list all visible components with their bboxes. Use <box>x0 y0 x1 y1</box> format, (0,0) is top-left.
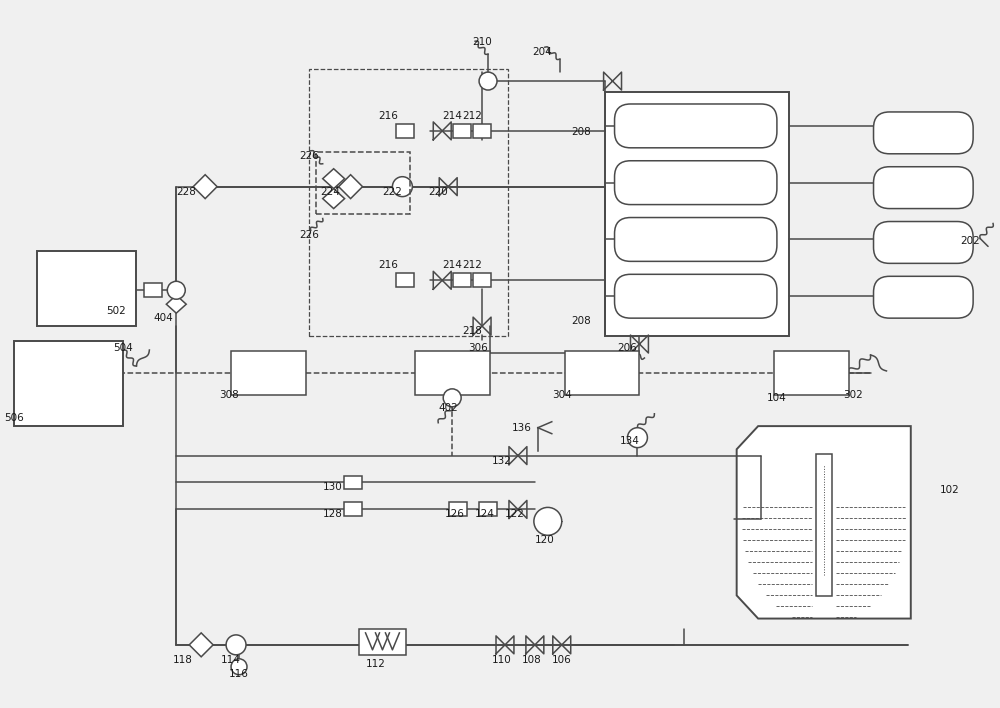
Bar <box>144 283 162 297</box>
Bar <box>415 351 490 395</box>
Polygon shape <box>323 188 345 209</box>
Text: 206: 206 <box>618 343 637 353</box>
FancyBboxPatch shape <box>874 112 973 154</box>
FancyBboxPatch shape <box>615 104 777 148</box>
Bar <box>344 503 362 516</box>
Bar <box>774 351 849 395</box>
Text: 128: 128 <box>323 509 343 520</box>
Text: 214: 214 <box>442 111 462 121</box>
Bar <box>359 629 406 655</box>
Polygon shape <box>323 169 345 188</box>
FancyBboxPatch shape <box>615 274 777 318</box>
FancyBboxPatch shape <box>615 217 777 261</box>
Text: 106: 106 <box>552 655 572 665</box>
Bar <box>473 273 491 287</box>
Text: 118: 118 <box>173 655 193 665</box>
Bar <box>453 124 471 138</box>
Bar <box>565 351 639 395</box>
FancyBboxPatch shape <box>615 161 777 205</box>
Text: 304: 304 <box>552 390 572 400</box>
Text: 114: 114 <box>221 655 241 665</box>
Text: 222: 222 <box>382 187 402 197</box>
Text: 212: 212 <box>462 111 482 121</box>
Circle shape <box>392 177 412 197</box>
Text: 208: 208 <box>572 127 591 137</box>
Text: 402: 402 <box>438 403 458 413</box>
Polygon shape <box>189 633 213 657</box>
Text: 122: 122 <box>505 509 525 520</box>
Text: 504: 504 <box>114 343 133 353</box>
Text: 226: 226 <box>299 151 319 161</box>
Bar <box>344 476 362 489</box>
Polygon shape <box>737 426 911 619</box>
Text: 228: 228 <box>176 187 196 197</box>
Text: 306: 306 <box>468 343 488 353</box>
Bar <box>37 251 136 326</box>
Text: 212: 212 <box>462 261 482 270</box>
Text: 208: 208 <box>572 316 591 326</box>
Text: 216: 216 <box>378 261 398 270</box>
Bar <box>453 273 471 287</box>
Circle shape <box>479 72 497 90</box>
Text: 302: 302 <box>844 390 863 400</box>
Circle shape <box>534 508 562 535</box>
Text: 202: 202 <box>960 236 980 246</box>
Text: 112: 112 <box>366 658 385 669</box>
Circle shape <box>226 635 246 655</box>
Text: 220: 220 <box>428 187 448 197</box>
Text: 404: 404 <box>153 313 173 323</box>
Bar <box>479 503 497 516</box>
Bar <box>605 92 789 336</box>
Text: 132: 132 <box>492 455 512 466</box>
Text: 218: 218 <box>462 326 482 336</box>
Text: 130: 130 <box>323 482 342 493</box>
Bar <box>396 273 414 287</box>
FancyBboxPatch shape <box>874 276 973 318</box>
Polygon shape <box>339 175 363 199</box>
Circle shape <box>443 389 461 407</box>
FancyBboxPatch shape <box>874 167 973 209</box>
Circle shape <box>627 428 647 447</box>
Text: 134: 134 <box>620 435 639 445</box>
Bar <box>816 455 832 595</box>
Circle shape <box>167 281 185 299</box>
Text: 502: 502 <box>107 306 126 316</box>
Text: 116: 116 <box>229 669 249 679</box>
Polygon shape <box>193 175 217 199</box>
Bar <box>231 351 306 395</box>
Bar <box>316 152 410 214</box>
Circle shape <box>231 659 247 675</box>
Text: 506: 506 <box>4 413 24 423</box>
Bar <box>309 69 508 336</box>
Bar <box>14 341 123 426</box>
Bar <box>449 503 467 516</box>
Text: 126: 126 <box>445 509 465 520</box>
Text: 124: 124 <box>475 509 495 520</box>
Text: 136: 136 <box>512 423 532 433</box>
Text: 216: 216 <box>378 111 398 121</box>
Text: 120: 120 <box>535 535 555 545</box>
Text: 104: 104 <box>767 393 787 403</box>
Bar <box>473 124 491 138</box>
Polygon shape <box>166 295 186 313</box>
FancyBboxPatch shape <box>874 222 973 263</box>
Text: 102: 102 <box>940 486 960 496</box>
Text: 204: 204 <box>532 47 552 57</box>
Text: 224: 224 <box>321 187 341 197</box>
Text: 108: 108 <box>522 655 542 665</box>
Text: 308: 308 <box>219 390 239 400</box>
Text: 210: 210 <box>472 38 492 47</box>
Bar <box>396 124 414 138</box>
Text: 226: 226 <box>299 230 319 241</box>
Text: 110: 110 <box>492 655 512 665</box>
Text: 214: 214 <box>442 261 462 270</box>
